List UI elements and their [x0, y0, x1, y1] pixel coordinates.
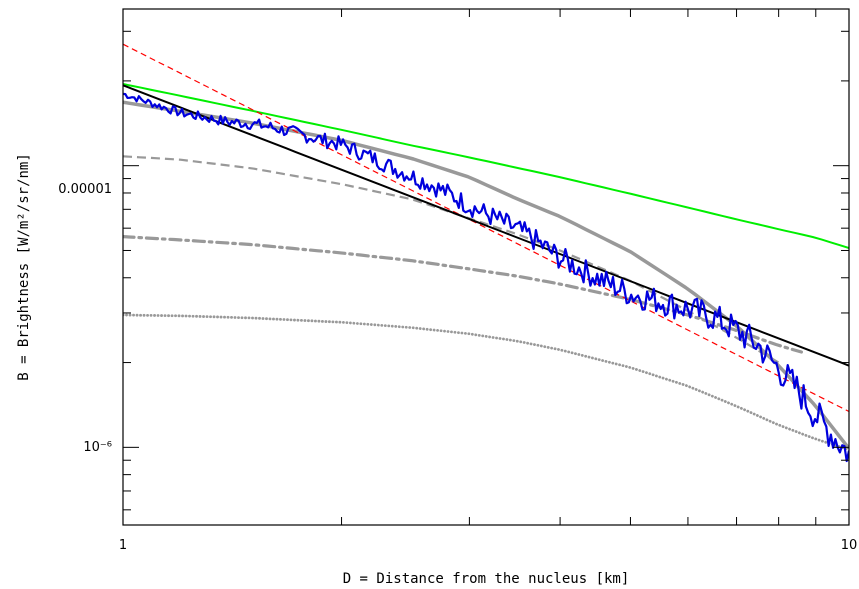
- y-tick-label-1e-6: 10⁻⁶: [83, 440, 112, 455]
- x-tick-label-1: 1: [119, 538, 127, 553]
- y-axis-title: B = Brightness [W/m²/sr/nm]: [16, 153, 32, 381]
- x-axis-title: D = Distance from the nucleus [km]: [343, 571, 630, 587]
- series-line-7: [123, 313, 849, 452]
- plot-frame: [122, 8, 850, 526]
- y-tick-label-1e-5: 0.00001: [58, 182, 112, 197]
- series-layer: [123, 43, 849, 463]
- series-line-4: [123, 100, 849, 450]
- x-tick-label-10: 10: [841, 538, 858, 553]
- series-line-0: [123, 83, 849, 249]
- series-line-2: [123, 84, 849, 367]
- series-line-1: [123, 43, 849, 413]
- series-line-3: [123, 92, 849, 463]
- ticks-layer: [122, 9, 850, 525]
- series-line-6: [123, 235, 803, 354]
